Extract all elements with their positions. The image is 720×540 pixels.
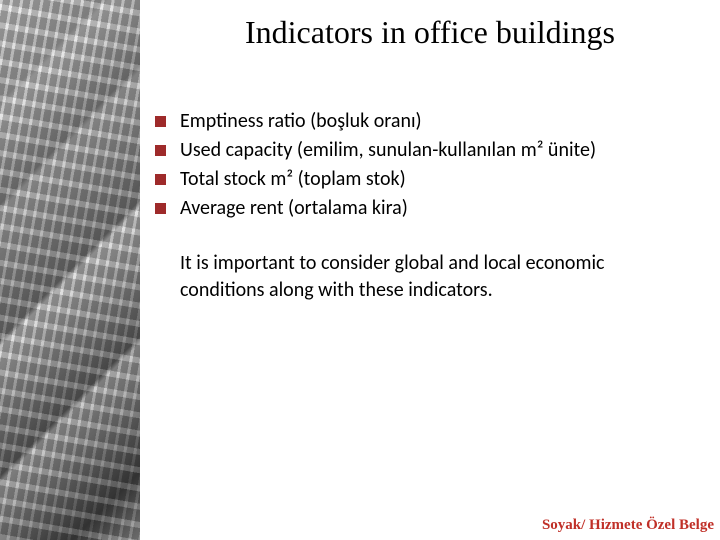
list-item: Used capacity (emilim, sunulan-kullanıla… [155,137,690,164]
list-item: Emptiness ratio (boşluk oranı) [155,108,690,135]
bullet-list: Emptiness ratio (boşluk oranı) Used capa… [155,108,690,304]
footer-text: Soyak/ Hizmete Özel Belge [542,517,714,534]
building-photo [0,0,140,540]
bullet-icon [155,145,166,156]
bullet-icon [155,203,166,214]
list-item: Total stock m² (toplam stok) [155,166,690,193]
bullet-text: Total stock m² (toplam stok) [180,166,690,193]
bullet-icon [155,116,166,127]
bullet-icon [155,174,166,185]
body-paragraph: It is important to consider global and l… [155,250,690,304]
slide-title: Indicators in office buildings [140,14,720,51]
bullet-text: Average rent (ortalama kira) [180,195,690,222]
list-item: Average rent (ortalama kira) [155,195,690,222]
bullet-text: Emptiness ratio (boşluk oranı) [180,108,690,135]
bullet-text: Used capacity (emilim, sunulan-kullanıla… [180,137,690,164]
